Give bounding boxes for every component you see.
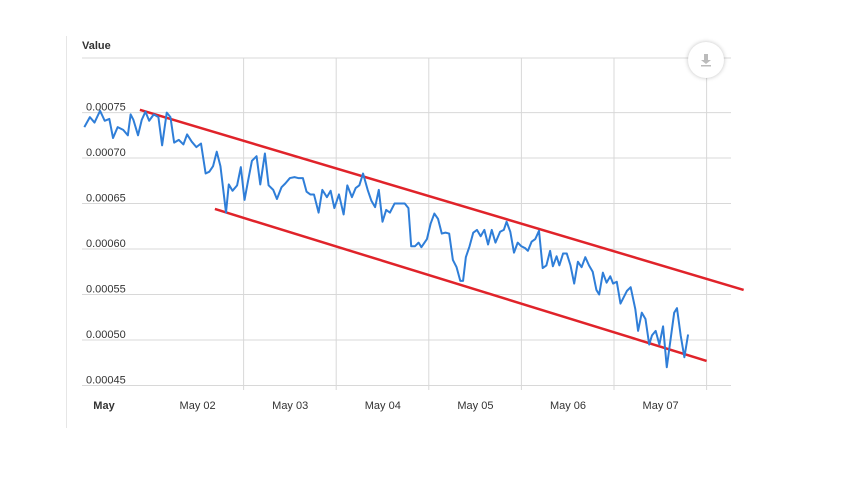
grid-lines [82,57,731,390]
x-tick-label: May 03 [272,400,308,412]
y-tick-label: 0.00065 [86,193,126,205]
y-axis-ticks: 0.00045 0.00050 0.00055 0.00060 0.00065 0.000… [86,102,126,387]
y-tick-label: 0.00050 [86,329,126,341]
series-line [83,109,690,369]
download-icon [701,54,711,67]
panel-left-border [66,36,67,428]
x-tick-label: May 05 [457,400,493,412]
x-tick-label: May 07 [643,400,679,412]
y-tick-label: 0.00070 [86,147,126,159]
x-axis-ticks: May May 02 May 03 May 04 May 05 May 06 May 07 [93,400,678,412]
y-tick-label: 0.00055 [86,283,126,295]
trend-line-upper [139,108,744,292]
x-tick-label: May 04 [365,400,401,412]
export-menu-button[interactable] [688,42,724,78]
x-tick-label: May 06 [550,400,586,412]
y-tick-label: 0.00045 [86,374,126,386]
price-series [83,109,690,369]
trend-channel [139,108,744,363]
trend-line-lower [214,207,707,363]
y-tick-label: 0.00075 [86,102,126,114]
y-tick-label: 0.00060 [86,238,126,250]
y-axis-title: Value [82,40,111,52]
x-tick-label: May [93,400,115,412]
x-tick-label: May 02 [180,400,216,412]
